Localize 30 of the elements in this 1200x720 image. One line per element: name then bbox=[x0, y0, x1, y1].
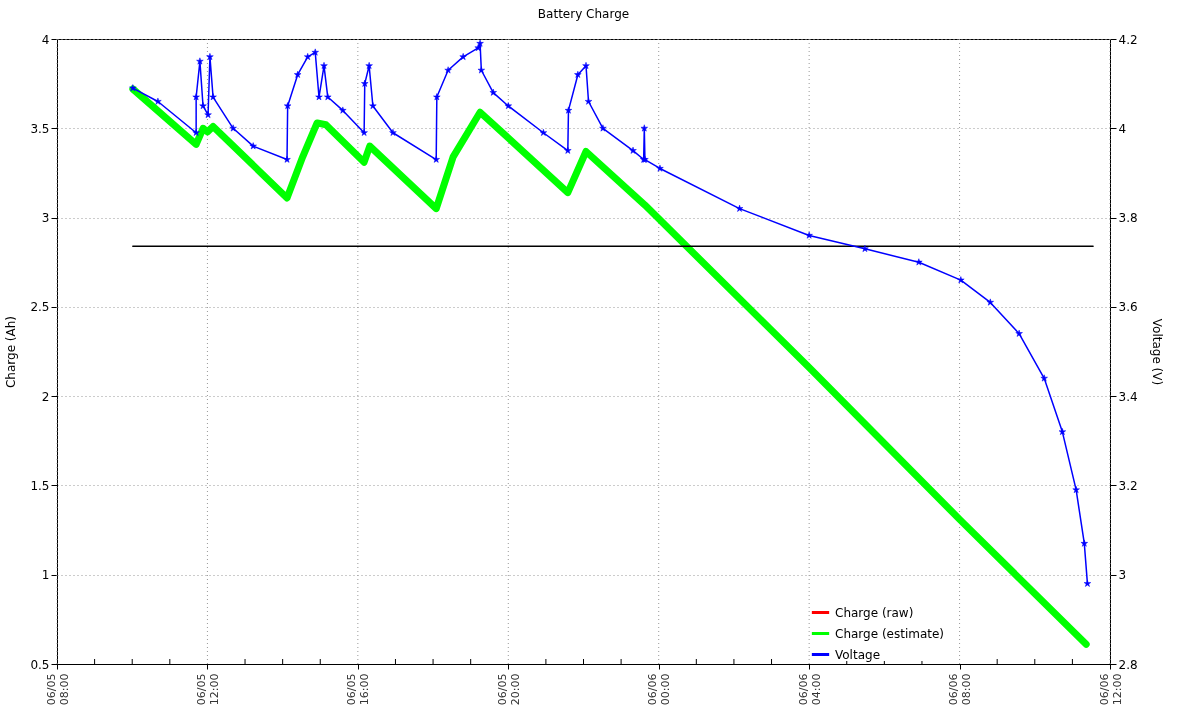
legend-label: Charge (estimate) bbox=[835, 626, 945, 641]
y-tick-label: 3 bbox=[41, 211, 50, 226]
y-axis-title: Charge (Ah) bbox=[4, 315, 19, 389]
y2-tick-label: 3.4 bbox=[1118, 389, 1138, 404]
x-tick-label: 06/06 00:00 bbox=[646, 673, 673, 706]
x-tick-label: 06/05 12:00 bbox=[194, 673, 221, 706]
legend-label: Voltage bbox=[835, 647, 881, 662]
y2-tick-label: 4.2 bbox=[1118, 32, 1138, 47]
y2-tick-label: 3 bbox=[1118, 568, 1127, 583]
y2-axis-title: Voltage (V) bbox=[1149, 318, 1164, 386]
y-tick-label: 2.5 bbox=[30, 300, 50, 315]
x-tick-label: 06/05 16:00 bbox=[345, 673, 372, 706]
y2-tick-label: 2.8 bbox=[1118, 657, 1138, 672]
y2-tick-label: 3.2 bbox=[1118, 478, 1138, 493]
y-tick-label: 1 bbox=[41, 568, 50, 583]
x-tick-label: 06/05 08:00 bbox=[44, 673, 71, 706]
x-tick-label: 06/06 04:00 bbox=[796, 673, 823, 706]
y-tick-label: 2 bbox=[41, 389, 50, 404]
x-tick-label: 06/05 20:00 bbox=[495, 673, 522, 706]
chart-title: Battery Charge bbox=[537, 7, 630, 21]
legend-label: Charge (raw) bbox=[835, 605, 914, 620]
y-tick-label: 1.5 bbox=[30, 478, 50, 493]
x-tick-label: 06/06 08:00 bbox=[947, 673, 974, 706]
y-tick-label: 3.5 bbox=[30, 121, 50, 136]
y2-tick-label: 4 bbox=[1118, 121, 1127, 136]
y2-tick-label: 3.6 bbox=[1118, 300, 1138, 315]
y-tick-label: 4 bbox=[41, 32, 50, 47]
y2-tick-label: 3.8 bbox=[1118, 211, 1138, 226]
x-tick-label: 06/06 12:00 bbox=[1097, 673, 1124, 706]
y-tick-label: 0.5 bbox=[30, 657, 50, 672]
